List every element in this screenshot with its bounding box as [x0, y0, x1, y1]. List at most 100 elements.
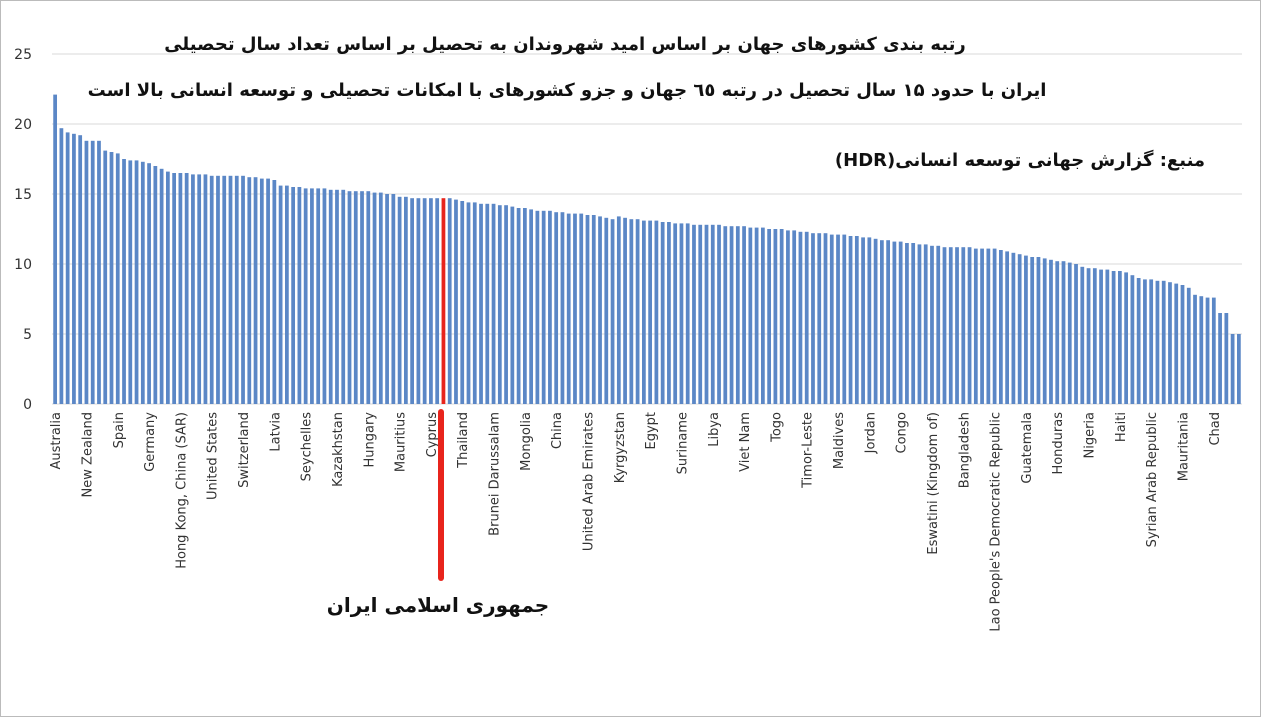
- bar: [328, 189, 333, 404]
- bar: [65, 132, 70, 404]
- bar: [867, 237, 872, 404]
- bars: Australia New Zealand Spain Germany Hong Kon…: [49, 94, 1241, 632]
- bar: [485, 203, 490, 404]
- bar: [1049, 259, 1053, 404]
- bar: [1155, 280, 1160, 404]
- bar: [773, 229, 778, 404]
- bar: [103, 150, 108, 404]
- bar: [698, 224, 703, 404]
- bar: [1011, 252, 1016, 404]
- bar: [59, 128, 64, 404]
- bar: [1055, 261, 1060, 404]
- bar: [1168, 282, 1172, 404]
- x-tick-label: Latvia: [268, 412, 283, 452]
- bar: [1180, 285, 1185, 404]
- bar: [1061, 261, 1066, 404]
- bar: [53, 94, 58, 404]
- x-tick-label: Guatemala: [1020, 412, 1035, 484]
- bar: [598, 216, 602, 404]
- x-tick-label: Maldives: [832, 412, 847, 469]
- y-tick-label: 5: [23, 327, 32, 343]
- bar: [134, 160, 139, 404]
- bar: [930, 245, 934, 404]
- x-tick-label: United Arab Emirates: [582, 412, 597, 551]
- bar: [748, 227, 753, 404]
- y-tick-label: 25: [14, 47, 32, 63]
- bar: [1130, 275, 1135, 404]
- bar: [961, 247, 966, 404]
- bar: [942, 247, 947, 404]
- bar: [491, 203, 496, 404]
- bar: [435, 198, 440, 404]
- x-tick-label: Eswatini (Kingdom of): [926, 412, 941, 555]
- bar: [191, 174, 195, 404]
- bar: [641, 220, 646, 404]
- bar: [391, 194, 396, 404]
- bar: [197, 174, 202, 404]
- bar: [1005, 251, 1010, 404]
- bar: [510, 206, 515, 404]
- bar: [410, 198, 415, 404]
- bar: [917, 244, 922, 404]
- bar: [403, 196, 408, 404]
- bar: [466, 202, 471, 404]
- bar: [497, 205, 502, 404]
- x-tick-label: Suriname: [675, 412, 690, 474]
- x-tick-label: Australia: [49, 412, 64, 470]
- x-tick-label: Germany: [143, 412, 158, 472]
- bar: [823, 233, 828, 404]
- bar: [147, 163, 151, 404]
- bar: [811, 233, 815, 404]
- bar: [848, 236, 853, 404]
- bar: [472, 202, 477, 404]
- bar: [948, 247, 953, 404]
- bar: [385, 194, 389, 404]
- bar: [1099, 269, 1103, 404]
- bar: [1117, 271, 1122, 404]
- bar: [1230, 334, 1235, 404]
- bar: [541, 210, 546, 404]
- x-tick-label: Brunei Darussalam: [488, 412, 503, 536]
- bar: [804, 231, 809, 404]
- bar: [1218, 313, 1222, 404]
- bar: [980, 248, 984, 404]
- bar: [447, 198, 452, 404]
- bar: [911, 243, 916, 404]
- bar: [1205, 297, 1210, 404]
- bar: [873, 238, 878, 404]
- bar: [247, 177, 252, 404]
- x-tick-label: Libya: [707, 412, 722, 447]
- title: رتبه بندی کشورهای جهان بر اساس امید شهرو…: [164, 34, 966, 55]
- bar: [854, 236, 859, 404]
- bar: [203, 174, 208, 404]
- bar: [535, 210, 540, 404]
- iran-label: جمهوری اسلامی ایران: [327, 593, 549, 617]
- bar: [316, 188, 321, 404]
- bar: [923, 244, 928, 404]
- bar: [1086, 268, 1091, 404]
- bar: [1124, 272, 1129, 404]
- bar: [84, 140, 89, 405]
- bar: [673, 223, 678, 404]
- bar: [566, 213, 571, 404]
- bar: [798, 231, 803, 404]
- bar: [754, 227, 759, 404]
- bar: [504, 205, 508, 404]
- bar: [729, 226, 734, 404]
- bar: [792, 230, 797, 404]
- bar: [529, 209, 534, 404]
- bar: [266, 178, 270, 404]
- x-tick-label: New Zealand: [80, 412, 95, 497]
- bar: [767, 229, 772, 404]
- bar: [616, 216, 621, 404]
- bar: [516, 208, 521, 404]
- x-tick-label: Viet Nam: [738, 412, 753, 472]
- bar: [454, 199, 458, 404]
- bar: [861, 237, 865, 404]
- x-tick-label: Togo: [769, 412, 784, 443]
- bar: [253, 177, 258, 404]
- bar: [272, 180, 277, 404]
- bar: [1017, 254, 1022, 404]
- bar: [422, 198, 427, 404]
- bar: [573, 213, 577, 404]
